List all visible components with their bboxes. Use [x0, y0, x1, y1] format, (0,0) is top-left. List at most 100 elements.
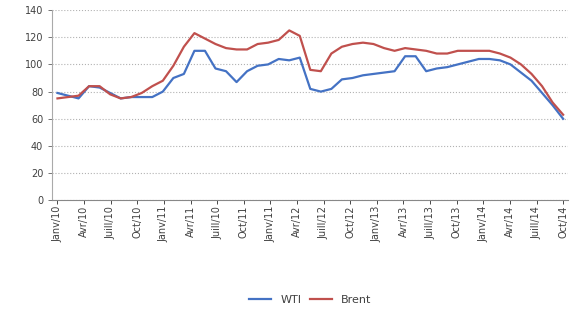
WTI — [86, 84, 93, 88]
Brent — [264, 41, 271, 45]
Brent — [86, 84, 93, 88]
Brent — [539, 84, 546, 88]
Brent — [507, 55, 514, 59]
Brent — [338, 45, 345, 49]
WTI — [212, 66, 219, 70]
Brent — [517, 62, 524, 66]
WTI — [328, 87, 335, 91]
WTI — [160, 90, 166, 94]
WTI — [454, 62, 461, 66]
WTI — [264, 62, 271, 66]
WTI — [465, 60, 472, 64]
WTI — [528, 79, 535, 83]
WTI — [276, 57, 282, 61]
WTI — [391, 69, 398, 73]
Brent — [286, 28, 293, 32]
WTI — [64, 94, 71, 98]
WTI — [233, 80, 240, 84]
WTI — [476, 57, 483, 61]
Brent — [54, 97, 61, 101]
Brent — [454, 49, 461, 53]
WTI — [191, 49, 198, 53]
Brent — [433, 51, 440, 55]
WTI — [401, 54, 408, 58]
WTI — [549, 103, 556, 107]
WTI — [296, 55, 303, 59]
Brent — [223, 46, 230, 50]
WTI — [423, 69, 430, 73]
Brent — [160, 79, 166, 83]
Brent — [296, 34, 303, 38]
Brent — [75, 94, 82, 98]
Legend: WTI, Brent: WTI, Brent — [249, 295, 372, 305]
Brent — [528, 72, 535, 76]
WTI — [412, 54, 419, 58]
Brent — [233, 47, 240, 51]
WTI — [317, 90, 324, 94]
WTI — [539, 91, 546, 95]
Brent — [107, 92, 114, 96]
WTI — [433, 66, 440, 70]
WTI — [149, 95, 156, 99]
WTI — [223, 69, 230, 73]
WTI — [286, 58, 293, 62]
WTI — [254, 64, 261, 68]
Brent — [465, 49, 472, 53]
Brent — [254, 42, 261, 46]
Brent — [180, 45, 187, 49]
WTI — [117, 97, 124, 101]
WTI — [128, 95, 135, 99]
Brent — [149, 84, 156, 88]
WTI — [560, 117, 567, 121]
Brent — [560, 113, 567, 117]
WTI — [370, 72, 377, 76]
Brent — [276, 38, 282, 42]
WTI — [486, 57, 493, 61]
Brent — [328, 51, 335, 55]
Brent — [170, 64, 177, 68]
WTI — [517, 70, 524, 74]
Brent — [496, 51, 503, 55]
Brent — [212, 42, 219, 46]
Line: Brent: Brent — [57, 30, 563, 115]
WTI — [107, 91, 114, 95]
Brent — [486, 49, 493, 53]
WTI — [444, 65, 451, 69]
WTI — [170, 76, 177, 80]
WTI — [138, 95, 145, 99]
WTI — [244, 69, 251, 73]
Brent — [128, 95, 135, 99]
Brent — [549, 101, 556, 105]
WTI — [338, 77, 345, 81]
Brent — [201, 36, 208, 40]
Brent — [64, 95, 71, 99]
Brent — [244, 47, 251, 51]
Brent — [138, 91, 145, 95]
Brent — [476, 49, 483, 53]
Line: WTI: WTI — [57, 51, 563, 119]
WTI — [54, 91, 61, 95]
WTI — [180, 72, 187, 76]
Brent — [380, 46, 387, 50]
Brent — [349, 42, 356, 46]
Brent — [370, 42, 377, 46]
WTI — [349, 76, 356, 80]
Brent — [412, 47, 419, 51]
WTI — [507, 62, 514, 66]
WTI — [380, 70, 387, 74]
Brent — [307, 68, 314, 72]
Brent — [391, 49, 398, 53]
WTI — [496, 58, 503, 62]
Brent — [423, 49, 430, 53]
Brent — [191, 31, 198, 35]
WTI — [201, 49, 208, 53]
Brent — [360, 41, 367, 45]
Brent — [117, 97, 124, 101]
WTI — [360, 73, 367, 77]
Brent — [444, 51, 451, 55]
WTI — [75, 97, 82, 101]
WTI — [307, 87, 314, 91]
Brent — [96, 84, 103, 88]
Brent — [317, 69, 324, 73]
Brent — [401, 46, 408, 50]
